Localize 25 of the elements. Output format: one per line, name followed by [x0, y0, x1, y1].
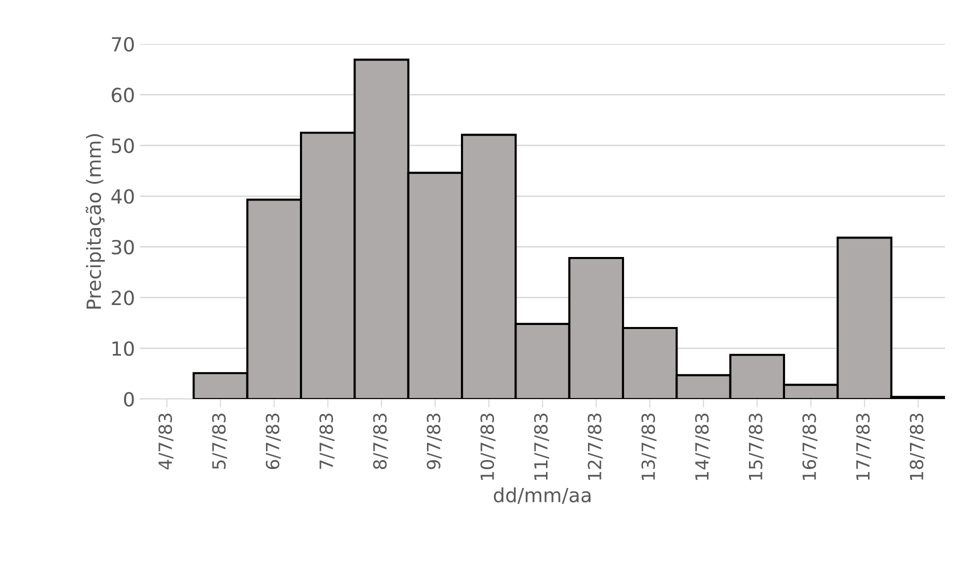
- x-tick-label: 15/7/83: [748, 414, 764, 480]
- x-tick-label: 6/7/83: [266, 414, 281, 470]
- y-tick-label: 60: [112, 88, 134, 102]
- x-tick-label: 16/7/83: [802, 414, 818, 480]
- x-tick-label: 7/7/83: [319, 414, 334, 469]
- y-tick-label: 20: [112, 290, 134, 306]
- x-axis-title: dd/mm/aa: [494, 487, 590, 504]
- x-tick-label: 17/7/83: [856, 414, 872, 480]
- x-tick-label: 18/7/83: [910, 414, 925, 480]
- x-tick-label: 8/7/83: [373, 414, 388, 470]
- y-tick-label: 50: [112, 138, 134, 154]
- x-tick-label: 12/7/83: [588, 414, 603, 480]
- x-tick-label: 11/7/83: [534, 414, 550, 480]
- y-tick-label: 40: [111, 189, 134, 204]
- y-tick-label: 10: [112, 341, 134, 356]
- x-tick-label: 4/7/83: [158, 414, 174, 470]
- x-tick-label: 14/7/83: [695, 414, 710, 480]
- y-axis-title: Precipitação (mm): [86, 134, 105, 309]
- x-tick-label: 10/7/83: [480, 414, 496, 480]
- x-tick-label: 13/7/83: [641, 414, 656, 480]
- y-tick-label: 30: [112, 240, 134, 255]
- y-tick-label: 70: [112, 36, 134, 52]
- x-tick-label: 5/7/83: [212, 414, 228, 469]
- x-tick-label: 9/7/83: [426, 414, 442, 470]
- y-tick-label: 0: [124, 392, 134, 407]
